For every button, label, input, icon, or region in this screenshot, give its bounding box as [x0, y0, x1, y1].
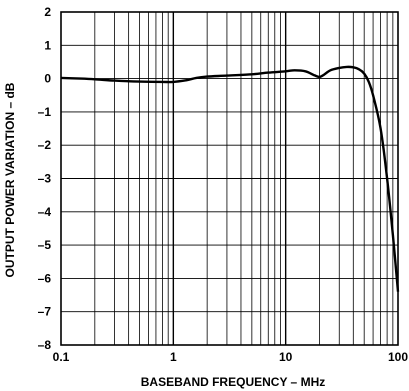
y-tick-label: –6 — [38, 271, 52, 285]
y-axis-title: OUTPUT POWER VARIATION – dB — [3, 82, 17, 277]
series-layer — [60, 65, 400, 292]
y-tick-label: 0 — [44, 72, 51, 86]
series-line — [60, 65, 400, 292]
x-tick-label: 10 — [279, 350, 293, 364]
y-tick-label: –4 — [38, 205, 52, 219]
x-axis-title: BASEBAND FREQUENCY – MHz — [141, 375, 325, 389]
x-tick-label: 0.1 — [53, 350, 70, 364]
y-tick-label: –2 — [38, 138, 52, 152]
y-tick-label: –5 — [38, 238, 52, 252]
y-tick-labels: 2 1 0 –1 –2 –3 –4 –5 –6 –7 –8 — [38, 5, 52, 352]
plot-frame — [60, 11, 399, 346]
y-tick-label: –8 — [38, 338, 52, 352]
y-tick-label: 2 — [44, 5, 51, 19]
x-tick-label: 1 — [170, 350, 177, 364]
y-tick-label: –7 — [38, 305, 52, 319]
x-tick-labels: 0.1 1 10 100 — [53, 350, 409, 364]
y-tick-label: –3 — [38, 172, 52, 186]
grid — [61, 12, 398, 345]
y-tick-label: 1 — [44, 38, 51, 52]
y-tick-label: –1 — [38, 105, 52, 119]
x-tick-label: 100 — [388, 350, 408, 364]
